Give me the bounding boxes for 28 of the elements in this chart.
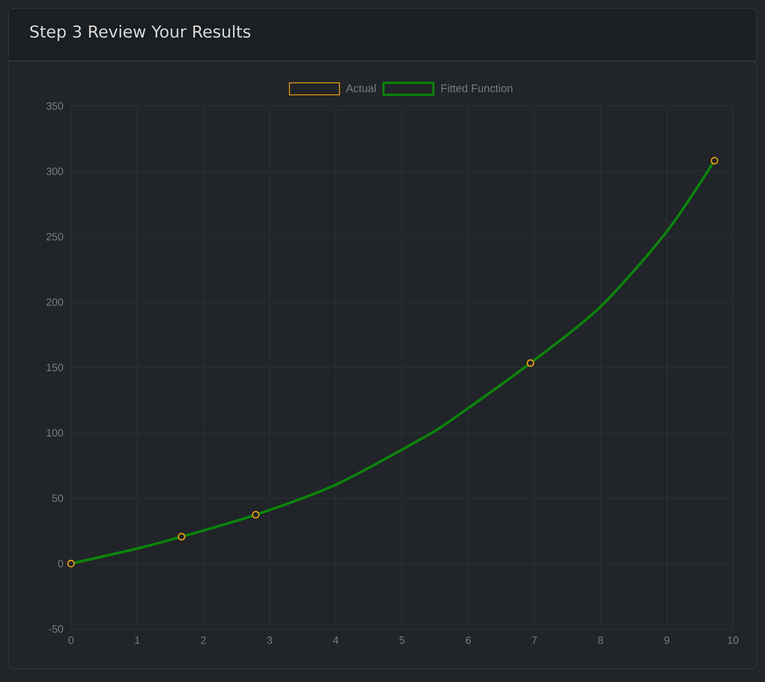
y-tick-label: -50 [48,625,64,633]
legend-label: Actual [346,84,376,92]
x-tick-label: 4 [333,636,338,644]
legend-label: Fitted Function [441,84,512,92]
x-tick-label: 9 [664,636,670,644]
y-tick-label: 50 [52,494,64,502]
x-tick-label: 7 [532,636,537,644]
x-tick-label: 10 [728,636,738,644]
x-tick-label: 2 [201,636,206,644]
x-tick-label: 6 [466,636,471,644]
point [526,359,534,367]
chart-title: Step 3 Review Your Results [30,25,250,41]
y-tick-label: 150 [46,364,64,372]
y-tick-label: 350 [46,102,64,110]
point [252,510,260,519]
y-tick-label: 0 [58,560,64,568]
x-tick-label: 3 [267,636,272,644]
y-tick-label: 100 [46,429,64,437]
x-tick-label: 0 [68,636,74,644]
y-tick-label: 200 [46,298,64,306]
x-tick-label: 8 [598,636,604,644]
y-tick-label: 250 [46,233,64,240]
point [178,532,186,540]
x-tick-label: 1 [135,636,140,644]
point [710,156,718,164]
x-tick-label: 5 [400,636,404,644]
y-tick-label: 300 [46,168,64,176]
point [67,560,75,568]
